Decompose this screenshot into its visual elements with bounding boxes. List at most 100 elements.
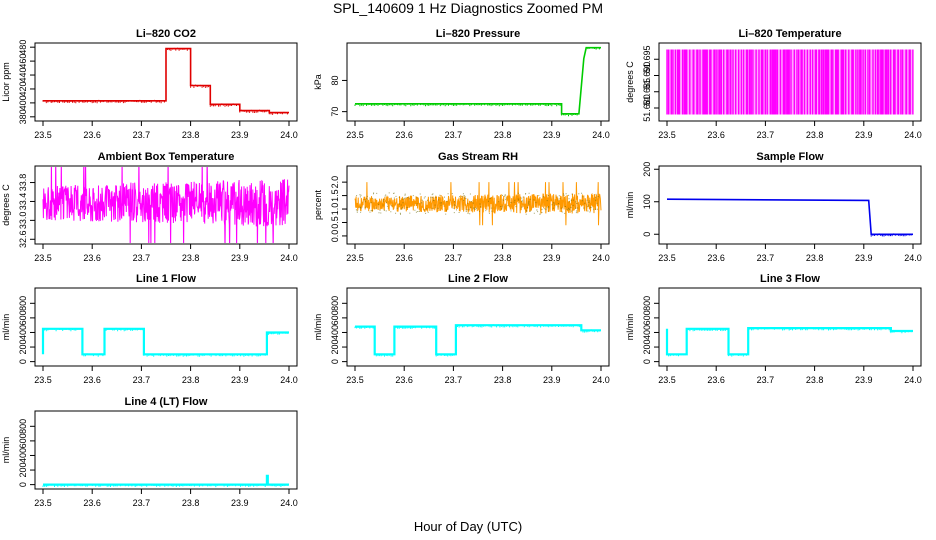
panel-title: Li–820 Temperature <box>738 28 841 40</box>
x-tick-label: 23.6 <box>83 498 101 508</box>
y-axis-label: ml/min <box>1 437 11 464</box>
x-tick-label: 23.5 <box>346 375 364 385</box>
series-line <box>43 47 289 114</box>
panel-title: Line 4 (LT) Flow <box>125 396 208 408</box>
x-tick-label: 23.5 <box>346 253 364 263</box>
y-tick-label: 200 <box>330 340 340 355</box>
panel-title: Sample Flow <box>756 151 824 163</box>
x-tick-label: 23.7 <box>133 130 151 140</box>
panel-5: Gas Stream RH 23.5 23.6 23.7 23.8 23.9 24.0 0.0… <box>313 151 610 263</box>
figure-xlabel: Hour of Day (UTC) <box>414 519 522 534</box>
y-tick-label: 0 <box>18 482 28 487</box>
x-tick-label: 23.5 <box>34 498 52 508</box>
x-tick-label: 23.8 <box>494 253 512 263</box>
series-group <box>354 182 602 226</box>
y-axis-label: degrees C <box>625 61 635 103</box>
y-tick-label: 0.0 <box>330 230 340 243</box>
panel-title: Gas Stream RH <box>438 151 518 163</box>
plot-frame <box>346 287 610 367</box>
x-tick-label: 24.0 <box>592 130 610 140</box>
y-tick-label: 800 <box>18 419 28 434</box>
x-tick-label: 23.8 <box>806 130 824 140</box>
panel-title: Li–820 Pressure <box>436 28 520 40</box>
y-tick-label: 2.0 <box>330 176 340 189</box>
x-tick-label: 23.8 <box>182 375 200 385</box>
y-axis-label: kPa <box>313 74 323 90</box>
x-tick-label: 24.0 <box>904 375 922 385</box>
x-tick-label: 23.8 <box>494 130 512 140</box>
y-tick-label: 200 <box>18 463 28 478</box>
x-tick-label: 23.8 <box>182 253 200 263</box>
x-tick-label: 23.7 <box>445 375 463 385</box>
plot-frame <box>34 287 298 367</box>
x-tick-label: 23.6 <box>83 375 101 385</box>
x-tick-label: 23.5 <box>34 375 52 385</box>
y-tick-label: 800 <box>642 296 652 311</box>
series-noise <box>42 47 288 115</box>
x-tick-label: 23.7 <box>757 130 775 140</box>
y-tick-label: 51.690 <box>642 62 652 90</box>
y-axis-label: ml/min <box>313 314 323 341</box>
y-tick-label: 600 <box>642 310 652 325</box>
x-tick-label: 23.9 <box>231 375 249 385</box>
series-group <box>666 198 913 237</box>
y-tick-label: 33.0 <box>18 212 28 230</box>
series-group <box>665 327 913 357</box>
y-tick-label: 400 <box>18 325 28 340</box>
series-line <box>666 198 913 236</box>
panel-9: Line 3 Flow 23.5 23.6 23.7 23.8 23.9 24.0 0 2004… <box>625 273 922 385</box>
panel-3: Li–820 Temperature 23.5 23.6 23.7 23.8 23.9 24… <box>625 28 922 140</box>
series-line <box>42 167 290 243</box>
y-axis-label: ml/min <box>625 314 635 341</box>
y-tick-label: 33.4 <box>18 193 28 211</box>
y-axis-label: percent <box>313 189 323 220</box>
panel-6: Sample Flow 23.5 23.6 23.7 23.8 23.9 24.0 0 100 2… <box>625 151 922 263</box>
x-tick-label: 23.6 <box>395 130 413 140</box>
series-noise <box>42 327 288 357</box>
x-tick-label: 23.8 <box>806 375 824 385</box>
plot-frame <box>34 410 298 490</box>
panel-2: Li–820 Pressure 23.5 23.6 23.7 23.8 23.9 24.0 7… <box>313 28 610 140</box>
series-band <box>667 49 913 115</box>
series-noise <box>42 475 288 488</box>
x-tick-label: 23.8 <box>182 498 200 508</box>
x-tick-label: 23.7 <box>133 375 151 385</box>
x-tick-label: 23.6 <box>707 130 725 140</box>
y-tick-label: 200 <box>18 340 28 355</box>
series-line <box>666 49 914 115</box>
x-tick-label: 24.0 <box>592 375 610 385</box>
y-tick-label: 0.5 <box>330 216 340 229</box>
y-tick-label: 100 <box>642 194 652 209</box>
y-axis-label: degrees C <box>1 184 11 226</box>
x-tick-label: 23.7 <box>757 375 775 385</box>
plot-frame <box>34 165 298 245</box>
y-axis-label: ml/min <box>625 192 635 219</box>
x-tick-label: 23.9 <box>543 130 561 140</box>
x-tick-label: 24.0 <box>904 130 922 140</box>
x-tick-label: 23.9 <box>855 253 873 263</box>
x-tick-label: 23.7 <box>445 130 463 140</box>
y-tick-label: 600 <box>18 433 28 448</box>
panel-title: Line 3 Flow <box>760 273 820 285</box>
plot-frame <box>346 42 610 122</box>
x-tick-label: 23.5 <box>34 130 52 140</box>
x-tick-label: 24.0 <box>280 130 298 140</box>
series-line <box>355 46 601 115</box>
series-noise <box>354 47 600 117</box>
y-axis-label: Licor ppm <box>1 62 11 102</box>
plot-frame <box>346 165 610 245</box>
y-tick-label: 400 <box>18 448 28 463</box>
x-tick-label: 23.5 <box>658 130 676 140</box>
y-tick-label: 480 <box>18 40 28 55</box>
y-tick-label: 600 <box>330 310 340 325</box>
x-tick-label: 23.9 <box>543 253 561 263</box>
y-tick-label: 400 <box>18 95 28 110</box>
series-group <box>42 167 290 243</box>
x-tick-label: 23.7 <box>757 253 775 263</box>
y-tick-label: 0 <box>18 359 28 364</box>
y-tick-label: 380 <box>18 109 28 124</box>
x-tick-label: 24.0 <box>280 253 298 263</box>
y-tick-label: 1.0 <box>330 203 340 216</box>
x-tick-label: 23.7 <box>445 253 463 263</box>
